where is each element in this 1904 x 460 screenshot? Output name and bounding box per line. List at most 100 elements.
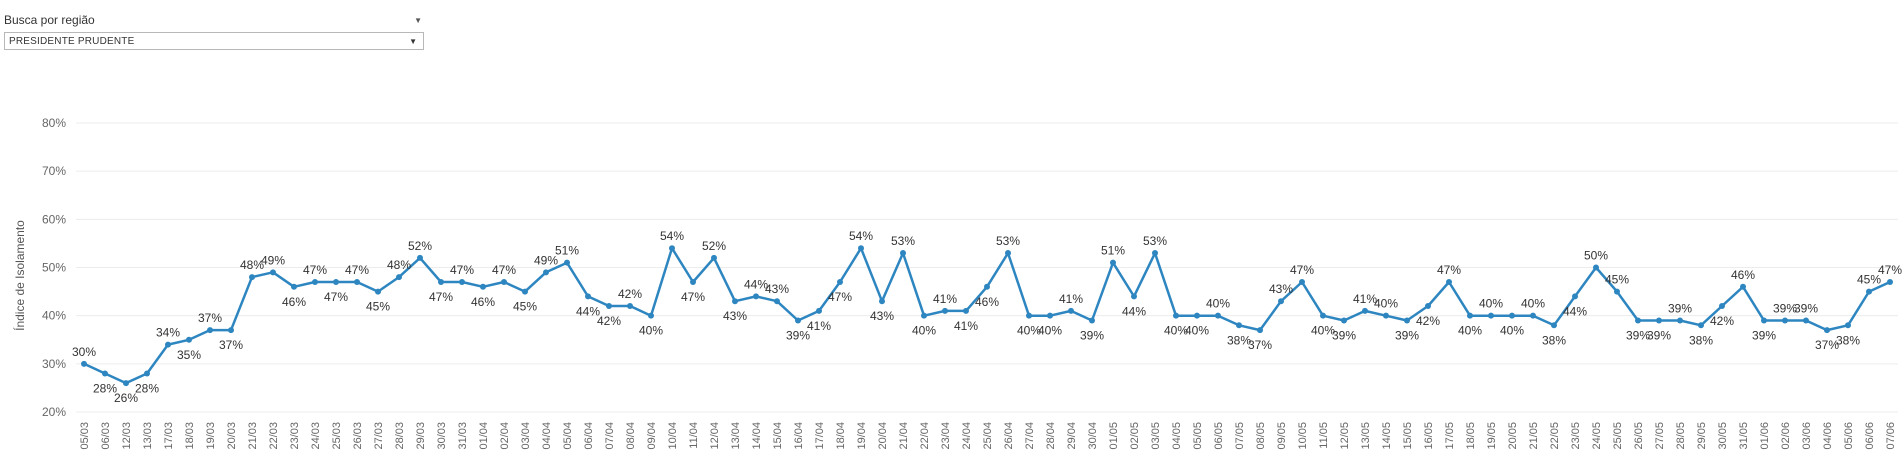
grid-lines <box>76 122 1898 413</box>
data-point <box>354 278 360 285</box>
data-label: 43% <box>1269 282 1293 296</box>
data-point <box>228 327 234 334</box>
data-point <box>1782 317 1788 324</box>
data-point <box>249 274 255 281</box>
data-label: 42% <box>1710 314 1734 328</box>
data-label: 38% <box>1227 333 1251 347</box>
data-label: 37% <box>1248 338 1272 352</box>
data-point <box>732 298 738 305</box>
x-tick-label: 06/04 <box>583 422 595 450</box>
data-point <box>648 312 654 319</box>
data-point <box>900 250 906 257</box>
x-tick-label: 30/03 <box>436 422 448 450</box>
x-tick-label: 21/03 <box>247 422 259 450</box>
data-label: 26% <box>114 391 138 405</box>
data-point <box>984 283 990 290</box>
data-point <box>1236 322 1242 329</box>
x-tick-label: 30/04 <box>1087 422 1099 450</box>
data-label: 39% <box>1080 328 1104 342</box>
data-label: 40% <box>1500 324 1524 338</box>
x-tick-label: 21/04 <box>898 422 910 450</box>
x-tick-label: 20/05 <box>1507 422 1519 450</box>
x-tick-label: 30/05 <box>1717 422 1729 450</box>
y-tick-label: 60% <box>42 212 66 226</box>
data-point <box>543 269 549 276</box>
data-label: 40% <box>1458 324 1482 338</box>
data-point <box>1026 312 1032 319</box>
data-label: 47% <box>345 263 369 277</box>
data-point <box>690 278 696 285</box>
data-point <box>711 254 717 261</box>
data-label: 39% <box>1626 328 1650 342</box>
x-tick-label: 23/05 <box>1570 422 1582 450</box>
data-label: 46% <box>1731 268 1755 282</box>
x-tick-label: 06/03 <box>100 422 112 450</box>
y-tick-label: 80% <box>42 116 66 130</box>
data-point <box>1320 312 1326 319</box>
y-tick-label: 20% <box>42 405 66 419</box>
data-label: 41% <box>954 319 978 333</box>
data-label: 37% <box>219 338 243 352</box>
data-point <box>942 307 948 314</box>
data-label: 53% <box>891 234 915 248</box>
data-label: 40% <box>1479 297 1503 311</box>
data-label: 44% <box>744 277 768 291</box>
data-label: 40% <box>1017 324 1041 338</box>
data-label: 37% <box>1815 338 1839 352</box>
data-point <box>1551 322 1557 329</box>
x-tick-label: 25/05 <box>1612 422 1624 450</box>
data-point <box>1215 312 1221 319</box>
data-label: 51% <box>1101 244 1125 258</box>
dropdown-arrow-icon[interactable]: ▼ <box>409 36 417 46</box>
data-label: 47% <box>681 290 705 304</box>
region-select-value: PRESIDENTE PRUDENTE <box>9 35 135 47</box>
data-label: 54% <box>849 229 873 243</box>
x-tick-label: 28/03 <box>394 422 406 450</box>
filter-menu-arrow-icon[interactable]: ▼ <box>414 15 422 25</box>
region-filter-label: Busca por região <box>4 13 95 27</box>
data-point <box>396 274 402 281</box>
data-point <box>1824 327 1830 334</box>
x-tick-label: 13/05 <box>1360 422 1372 450</box>
data-label: 40% <box>1164 324 1188 338</box>
x-tick-label: 27/03 <box>373 422 385 450</box>
data-point <box>1425 303 1431 310</box>
region-filter-header[interactable]: Busca por região ▼ <box>4 10 424 30</box>
x-tick-label: 02/04 <box>499 422 511 450</box>
x-tick-label: 13/04 <box>730 422 742 450</box>
data-label: 38% <box>1689 333 1713 347</box>
data-label: 39% <box>1647 328 1671 342</box>
x-tick-label: 22/05 <box>1549 422 1561 450</box>
x-tick-label: 28/05 <box>1675 422 1687 450</box>
data-label: 47% <box>450 263 474 277</box>
data-point <box>207 327 213 334</box>
data-label: 47% <box>1290 263 1314 277</box>
data-label: 45% <box>1857 273 1881 287</box>
data-label: 45% <box>366 300 390 314</box>
data-point <box>1719 303 1725 310</box>
data-label: 39% <box>1668 301 1692 315</box>
x-tick-label: 31/03 <box>457 422 469 450</box>
data-point <box>1383 312 1389 319</box>
data-label: 40% <box>1521 297 1545 311</box>
x-tick-label: 25/04 <box>982 422 994 450</box>
region-select[interactable]: PRESIDENTE PRUDENTE ▼ <box>4 32 424 50</box>
data-point <box>1131 293 1137 300</box>
data-label: 35% <box>177 348 201 362</box>
x-tick-label: 11/04 <box>688 422 700 449</box>
region-filter: Busca por região ▼ PRESIDENTE PRUDENTE ▼ <box>4 10 424 50</box>
data-label: 45% <box>513 300 537 314</box>
data-label: 47% <box>429 290 453 304</box>
data-label: 38% <box>1836 333 1860 347</box>
data-label: 47% <box>303 263 327 277</box>
data-point <box>1194 312 1200 319</box>
data-label: 46% <box>975 295 999 309</box>
data-label: 43% <box>723 309 747 323</box>
data-point <box>1509 312 1515 319</box>
x-tick-label: 26/04 <box>1003 422 1015 450</box>
data-point <box>795 317 801 324</box>
x-tick-label: 07/06 <box>1885 422 1897 450</box>
data-labels: 30%28%26%28%34%35%37%37%48%49%46%47%47%4… <box>72 229 1902 405</box>
x-tick-label: 17/04 <box>814 422 826 450</box>
